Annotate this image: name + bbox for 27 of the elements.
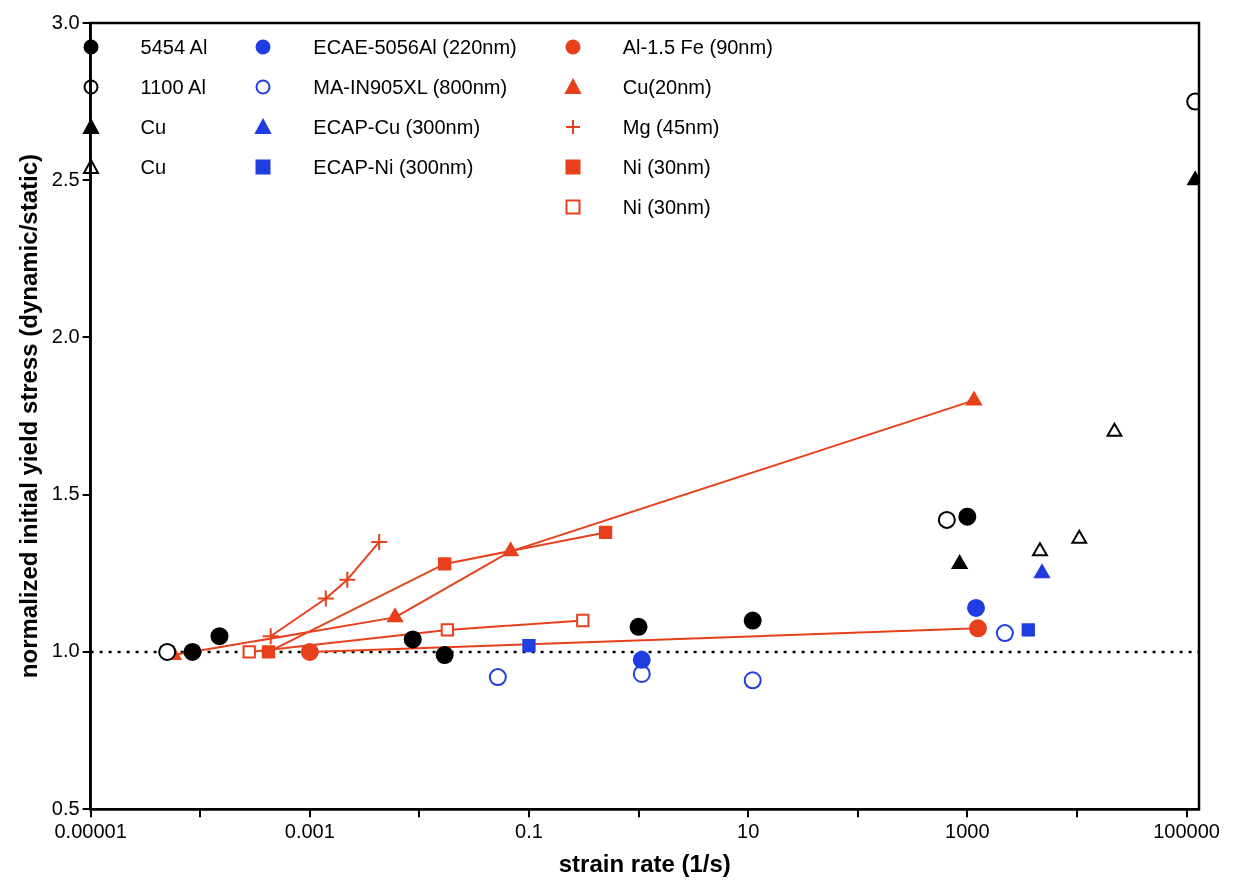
x-tick-label: 10 bbox=[737, 819, 760, 842]
y-tick-label: 0.5 bbox=[51, 796, 80, 819]
legend-label: ECAE-5056Al (220nm) bbox=[313, 35, 517, 59]
y-tick-label: 3.0 bbox=[51, 10, 80, 33]
x-tick-label: 0.001 bbox=[284, 819, 335, 842]
x-tick-label: 0.00001 bbox=[54, 819, 127, 842]
x-tick-label: 0.1 bbox=[515, 819, 543, 842]
legend-label: Al-1.5 Fe (90nm) bbox=[622, 35, 773, 59]
legend-label: ECAP-Cu (300nm) bbox=[313, 115, 481, 139]
legend-label: ECAP-Ni (300nm) bbox=[313, 155, 474, 179]
y-tick-label: 2.0 bbox=[51, 325, 80, 347]
legend-label: Cu bbox=[140, 115, 167, 139]
y-tick-label: 1.0 bbox=[51, 639, 80, 662]
legend-label: Cu bbox=[140, 155, 167, 179]
legend-label: 5454 Al bbox=[140, 35, 208, 59]
legend-label: Ni (30nm) bbox=[622, 155, 711, 179]
legend-label: Cu(20nm) bbox=[622, 75, 712, 99]
legend-label: Mg (45nm) bbox=[622, 115, 720, 139]
x-axis-title: strain rate (1/s) bbox=[558, 850, 731, 878]
legend-label: 1100 Al bbox=[140, 75, 206, 99]
y-tick-label: 1.5 bbox=[51, 482, 80, 505]
x-tick-label: 1000 bbox=[945, 819, 990, 842]
y-axis-title: normalized initial yield stress (dynamic/static) bbox=[15, 154, 43, 679]
x-tick-label: 100000 bbox=[1153, 819, 1220, 842]
y-tick-label: 2.5 bbox=[51, 167, 80, 190]
legend-label: Ni (30nm) bbox=[622, 195, 711, 219]
legend-label: MA-IN905XL (800nm) bbox=[313, 75, 508, 99]
